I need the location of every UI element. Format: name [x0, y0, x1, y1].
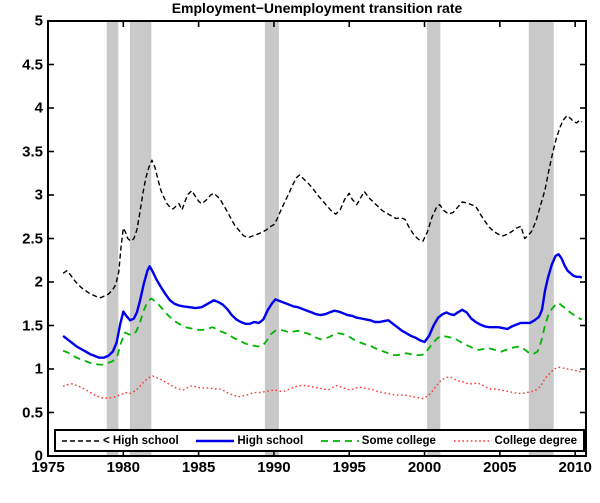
- y-tick-label: 3: [34, 186, 43, 204]
- x-tick-label: 1990: [257, 459, 291, 476]
- legend-entry-1: High school: [196, 435, 303, 447]
- y-tick-label: 4: [34, 99, 43, 117]
- legend-label: Some college: [361, 434, 436, 447]
- y-tick-label: 5: [34, 12, 43, 30]
- y-tick-label: 2.5: [22, 230, 43, 247]
- x-tick-label: 1985: [181, 459, 216, 476]
- x-tick-label: 2005: [483, 459, 517, 476]
- y-tick-label: 1: [34, 360, 43, 378]
- recession-band: [427, 21, 441, 456]
- series-line-0: [62, 115, 583, 299]
- y-tick-label: 2: [34, 273, 43, 291]
- legend-label: College degree: [494, 434, 577, 447]
- y-tick-label: 3.5: [22, 143, 43, 160]
- y-tick-label: 0.5: [22, 404, 43, 421]
- series-line-1: [62, 252, 583, 359]
- legend-entry-2: Some college: [320, 434, 436, 447]
- y-tick-label: 4.5: [22, 56, 43, 73]
- legend-entry-3: College degree: [453, 434, 577, 447]
- chart-title: Employment−Unemployment transition rate: [171, 0, 463, 16]
- legend-line-sample: [62, 439, 100, 442]
- series-line-2: [62, 297, 583, 366]
- recession-band: [528, 21, 554, 456]
- x-tick-label: 2010: [558, 459, 592, 476]
- x-tick-label: 1975: [31, 459, 65, 476]
- legend-line-sample: [453, 439, 492, 442]
- recession-band: [129, 21, 152, 456]
- x-tick-label: 1995: [332, 459, 366, 476]
- legend-line-sample: [196, 439, 235, 442]
- x-tick-label: 2000: [407, 459, 442, 476]
- x-tick-label: 1980: [106, 459, 140, 476]
- legend: < High school High school Some college Coll…: [54, 429, 585, 452]
- legend-label: High school: [237, 434, 304, 447]
- legend-line-sample: [320, 439, 359, 442]
- series-line-3: [62, 366, 583, 400]
- recession-band: [264, 21, 279, 456]
- legend-entry-0: < High school: [62, 435, 179, 447]
- legend-label: < High school: [103, 434, 179, 447]
- y-tick-label: 0: [34, 447, 43, 465]
- y-tick-label: 1.5: [22, 317, 43, 334]
- recession-band: [106, 21, 119, 456]
